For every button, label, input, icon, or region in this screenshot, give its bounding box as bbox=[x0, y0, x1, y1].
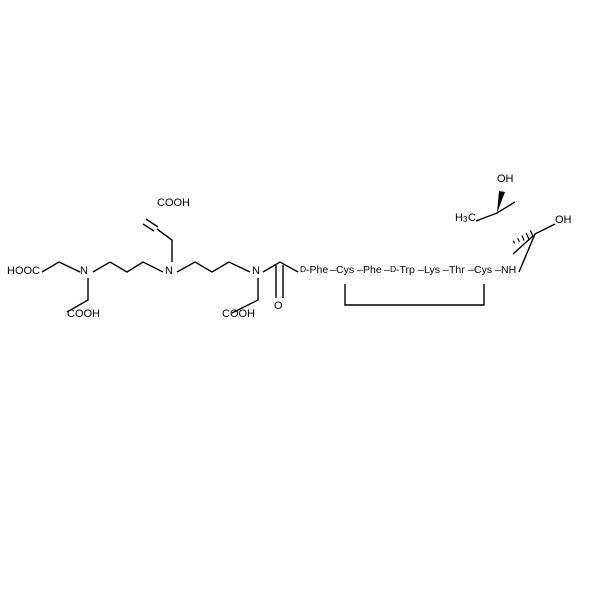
label-dash1: – bbox=[330, 264, 336, 276]
label-dash4: – bbox=[418, 264, 424, 276]
label-nh: NH bbox=[501, 264, 516, 276]
label-dash7: – bbox=[495, 264, 501, 276]
label-cys2: Cys bbox=[474, 264, 492, 276]
label-h3c: H bbox=[455, 212, 463, 224]
label-cys1: Cys bbox=[336, 264, 354, 276]
label-n_mid: N bbox=[165, 265, 173, 277]
label-n_right: N bbox=[252, 265, 260, 277]
label-trp: -Trp bbox=[396, 264, 415, 276]
label-lys: Lys bbox=[424, 264, 440, 276]
label-dash6: – bbox=[468, 264, 474, 276]
label-cooh_br: COOH bbox=[222, 308, 255, 320]
label-o_dbl: O bbox=[274, 300, 283, 312]
label-oh_top: OH bbox=[497, 173, 514, 185]
label-phe1: -Phe bbox=[306, 264, 328, 276]
label-h3c_sub: 3 bbox=[463, 215, 467, 224]
label-dash3: – bbox=[384, 264, 390, 276]
label-thr: Thr bbox=[449, 264, 465, 276]
label-oh_right: OH bbox=[555, 214, 572, 226]
label-h3c_c: C bbox=[468, 212, 476, 224]
label-cooh_tc: COOH bbox=[157, 197, 190, 209]
bond-canvas bbox=[0, 0, 600, 600]
label-dash2: – bbox=[357, 264, 363, 276]
label-cooh_bl: COOH bbox=[67, 308, 100, 320]
label-n_left: N bbox=[80, 265, 88, 277]
label-hooc_left: HOOC bbox=[7, 265, 40, 277]
label-dash5: – bbox=[443, 264, 449, 276]
label-phe2: Phe bbox=[363, 264, 382, 276]
